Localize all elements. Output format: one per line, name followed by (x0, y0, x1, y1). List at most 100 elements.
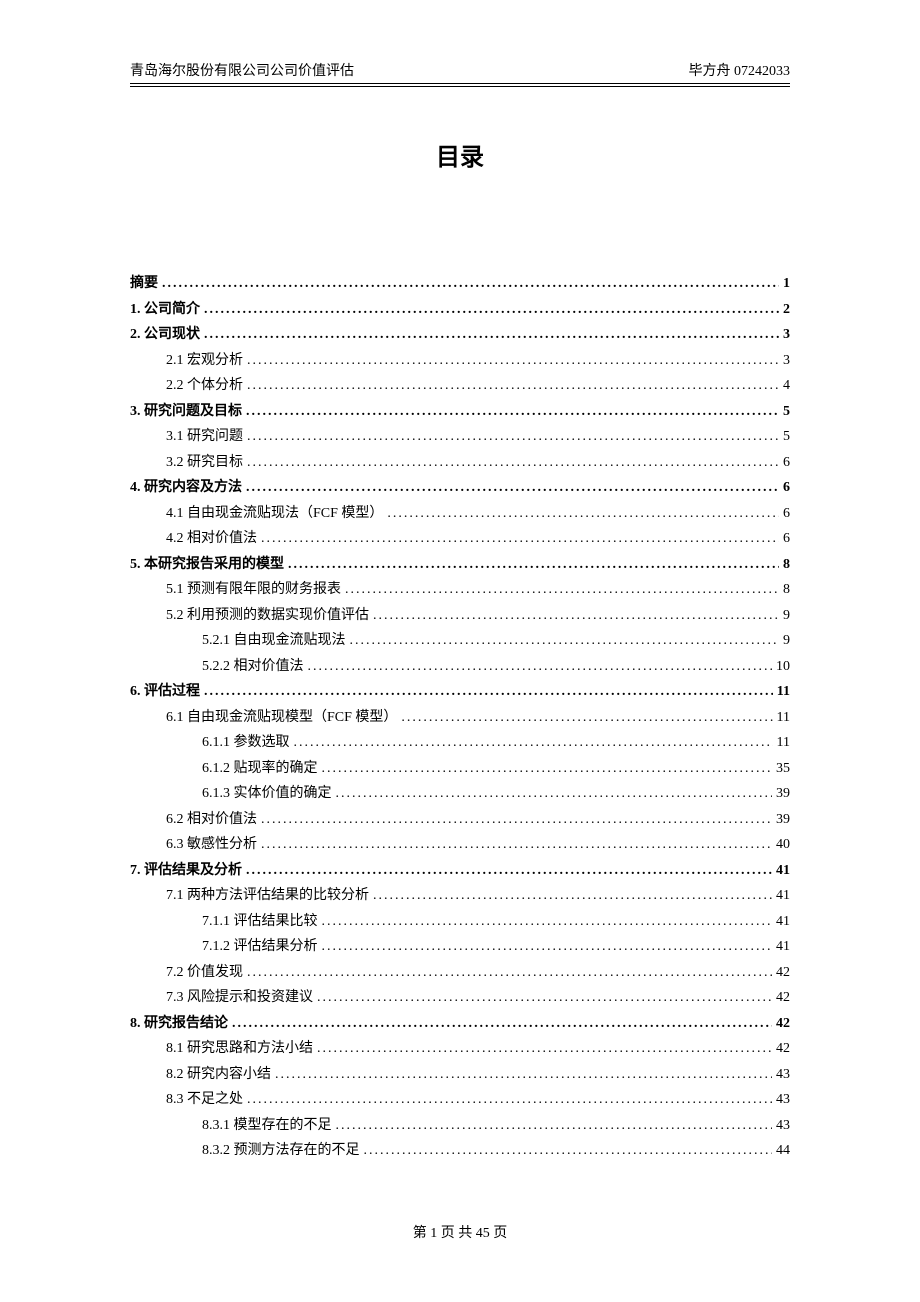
toc-entry: 6.2 相对价值法 39 (130, 808, 790, 833)
toc-page-number: 8 (783, 578, 790, 603)
toc-leader-dots (246, 859, 772, 884)
header-id: 07242033 (734, 64, 790, 79)
toc-leader-dots (350, 629, 780, 654)
toc-entry: 6. 评估过程11 (130, 680, 790, 705)
toc-page-number: 42 (776, 1012, 790, 1037)
toc-leader-dots (288, 553, 779, 578)
header-author-info: 毕方舟 07242033 (689, 60, 791, 80)
header-author: 毕方舟 (689, 64, 731, 79)
toc-page-number: 5 (783, 400, 790, 425)
toc-page-number: 6 (783, 502, 790, 527)
toc-entry: 3.1 研究问题5 (130, 425, 790, 450)
footer-total-pages: 45 (476, 1226, 490, 1241)
toc-entry: 3. 研究问题及目标5 (130, 400, 790, 425)
toc-page-number: 11 (777, 731, 790, 756)
toc-label: 8.3.2 预测方法存在的不足 (202, 1139, 360, 1164)
toc-label: 7.1 两种方法评估结果的比较分析 (166, 884, 369, 909)
toc-label: 4.2 相对价值法 (166, 527, 257, 552)
toc-title: 目录 (130, 137, 790, 172)
toc-leader-dots (247, 425, 779, 450)
toc-label: 5.2.1 自由现金流贴现法 (202, 629, 346, 654)
toc-entry: 6.1.3 实体价值的确定39 (130, 782, 790, 807)
toc-leader-dots (204, 680, 773, 705)
toc-page-number: 3 (783, 349, 790, 374)
toc-leader-dots (364, 1139, 773, 1164)
toc-leader-dots (336, 1114, 773, 1139)
toc-entry: 8.3 不足之处43 (130, 1088, 790, 1113)
toc-entry: 7.1 两种方法评估结果的比较分析 41 (130, 884, 790, 909)
toc-entry: 7.3 风险提示和投资建议42 (130, 986, 790, 1011)
toc-page-number: 11 (777, 680, 790, 705)
toc-label: 2. 公司现状 (130, 323, 200, 348)
toc-leader-dots (232, 1012, 772, 1037)
toc-page-number: 41 (776, 935, 790, 960)
toc-page-number: 42 (776, 961, 790, 986)
header-doc-title: 青岛海尔股份有限公司公司价值评估 (130, 60, 354, 80)
toc-leader-dots (247, 349, 779, 374)
toc-entry: 7.2 价值发现 42 (130, 961, 790, 986)
toc-leader-dots (322, 910, 773, 935)
toc-label: 8.3 不足之处 (166, 1088, 243, 1113)
page-header: 青岛海尔股份有限公司公司价值评估 毕方舟 07242033 (130, 60, 790, 84)
toc-page-number: 3 (783, 323, 790, 348)
toc-page-number: 42 (776, 986, 790, 1011)
toc-page-number: 39 (776, 808, 790, 833)
toc-leader-dots (401, 706, 772, 731)
toc-entry: 6.1 自由现金流贴现模型（FCF 模型）11 (130, 706, 790, 731)
toc-entry: 8.3.2 预测方法存在的不足 44 (130, 1139, 790, 1164)
toc-leader-dots (373, 884, 772, 909)
toc-entry: 3.2 研究目标6 (130, 451, 790, 476)
table-of-contents: 摘要11. 公司简介22. 公司现状32.1 宏观分析32.2 个体分析43. … (130, 272, 790, 1164)
toc-leader-dots (322, 935, 773, 960)
toc-entry: 8.3.1 模型存在的不足43 (130, 1114, 790, 1139)
toc-page-number: 9 (783, 629, 790, 654)
toc-page-number: 40 (776, 833, 790, 858)
page-footer: 第 1 页 共 45 页 (0, 1222, 920, 1242)
toc-leader-dots (247, 961, 772, 986)
toc-entry: 8.1 研究思路和方法小结42 (130, 1037, 790, 1062)
toc-label: 2.1 宏观分析 (166, 349, 243, 374)
footer-middle: 页 共 (441, 1226, 473, 1241)
toc-entry: 7.1.2 评估结果分析41 (130, 935, 790, 960)
toc-label: 摘要 (130, 272, 158, 297)
toc-entry: 5.2 利用预测的数据实现价值评估9 (130, 604, 790, 629)
toc-page-number: 5 (783, 425, 790, 450)
toc-entry: 1. 公司简介 2 (130, 298, 790, 323)
toc-leader-dots (345, 578, 779, 603)
toc-entry: 4.2 相对价值法6 (130, 527, 790, 552)
toc-label: 1. 公司简介 (130, 298, 200, 323)
toc-label: 5.2.2 相对价值法 (202, 655, 304, 680)
toc-label: 6.2 相对价值法 (166, 808, 257, 833)
toc-label: 8. 研究报告结论 (130, 1012, 228, 1037)
toc-label: 4.1 自由现金流贴现法（FCF 模型） (166, 502, 383, 527)
toc-page-number: 4 (783, 374, 790, 399)
toc-entry: 摘要 1 (130, 272, 790, 297)
toc-leader-dots (317, 1037, 772, 1062)
toc-page-number: 39 (776, 782, 790, 807)
toc-page-number: 8 (783, 553, 790, 578)
toc-label: 7.1.1 评估结果比较 (202, 910, 318, 935)
toc-page-number: 2 (783, 298, 790, 323)
toc-leader-dots (317, 986, 772, 1011)
toc-entry: 2.2 个体分析4 (130, 374, 790, 399)
toc-leader-dots (246, 400, 779, 425)
toc-leader-dots (247, 1088, 772, 1113)
toc-label: 8.1 研究思路和方法小结 (166, 1037, 313, 1062)
toc-entry: 4. 研究内容及方法6 (130, 476, 790, 501)
toc-page-number: 41 (776, 884, 790, 909)
toc-label: 6.1.2 贴现率的确定 (202, 757, 318, 782)
toc-entry: 7.1.1 评估结果比较41 (130, 910, 790, 935)
toc-leader-dots (275, 1063, 772, 1088)
toc-leader-dots (162, 272, 779, 297)
toc-leader-dots (294, 731, 773, 756)
toc-page-number: 1 (783, 272, 790, 297)
toc-label: 6.1.1 参数选取 (202, 731, 290, 756)
toc-page-number: 6 (783, 451, 790, 476)
toc-leader-dots (261, 527, 779, 552)
toc-leader-dots (204, 298, 779, 323)
toc-label: 7.2 价值发现 (166, 961, 243, 986)
toc-page-number: 44 (776, 1139, 790, 1164)
toc-leader-dots (336, 782, 773, 807)
toc-entry: 8.2 研究内容小结43 (130, 1063, 790, 1088)
toc-page-number: 41 (776, 859, 790, 884)
